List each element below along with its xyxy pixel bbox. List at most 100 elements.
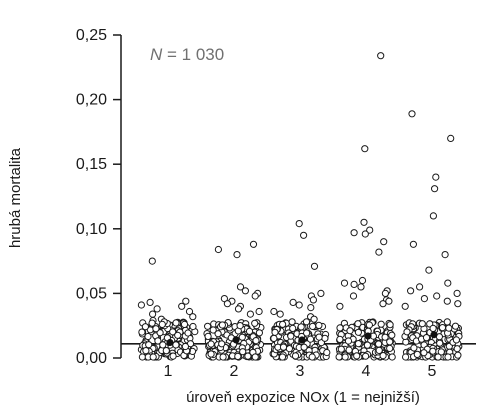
data-point <box>271 328 279 336</box>
data-point <box>148 319 156 327</box>
data-point <box>278 353 287 361</box>
data-point <box>377 320 385 328</box>
data-point <box>207 340 215 348</box>
y-tick-label: 0,15 <box>76 156 107 173</box>
data-point <box>185 307 194 316</box>
data-point <box>279 320 287 328</box>
data-point <box>252 337 260 345</box>
data-point <box>239 348 247 356</box>
data-point <box>362 352 370 360</box>
data-point <box>141 323 149 331</box>
data-point <box>420 295 428 303</box>
data-point <box>276 310 284 318</box>
data-point <box>137 301 145 309</box>
data-point <box>181 342 189 351</box>
data-point <box>354 340 362 348</box>
data-point <box>244 352 252 360</box>
data-point <box>433 292 441 300</box>
data-point <box>363 341 371 349</box>
data-point <box>357 283 365 291</box>
x-tick-label: 3 <box>296 363 305 380</box>
data-point <box>413 350 421 358</box>
data-point <box>189 322 197 331</box>
data-point <box>431 185 439 193</box>
data-point <box>336 324 344 332</box>
data-point <box>381 289 389 297</box>
data-point <box>295 301 303 309</box>
data-point <box>214 245 222 254</box>
data-point <box>309 296 317 304</box>
data-points <box>137 52 463 361</box>
data-point <box>375 248 383 256</box>
data-point <box>182 297 190 305</box>
data-point <box>416 283 424 291</box>
data-point <box>223 300 231 308</box>
data-point <box>366 226 374 234</box>
data-point <box>454 351 462 359</box>
annotation-n-symbol: N <box>150 45 163 64</box>
mean-point <box>298 336 306 344</box>
data-point <box>245 327 254 335</box>
data-point <box>149 353 157 361</box>
data-point <box>346 327 354 335</box>
data-point <box>255 307 263 316</box>
data-point <box>408 110 416 118</box>
data-point <box>295 220 303 228</box>
data-point <box>341 353 349 361</box>
data-point <box>354 320 362 328</box>
data-point <box>251 292 259 300</box>
mean-point <box>430 331 438 339</box>
data-point <box>289 298 297 306</box>
data-point <box>159 341 167 349</box>
data-point <box>169 352 177 360</box>
data-point <box>153 305 161 313</box>
data-point <box>270 334 278 342</box>
data-point <box>444 353 452 361</box>
data-point <box>174 331 182 339</box>
data-point <box>236 322 244 330</box>
data-point <box>204 332 212 340</box>
data-point <box>454 300 462 308</box>
data-point <box>375 340 383 348</box>
data-point <box>142 347 150 355</box>
data-point <box>380 238 388 246</box>
data-point <box>148 257 156 265</box>
data-point <box>388 331 396 339</box>
data-point <box>158 320 166 328</box>
data-point <box>429 212 437 220</box>
data-point <box>350 280 358 288</box>
data-point <box>238 333 246 341</box>
data-point <box>218 321 226 329</box>
annotation-n-value: = 1 030 <box>162 45 224 64</box>
data-point <box>386 338 394 346</box>
data-point <box>302 318 311 326</box>
mean-point <box>166 338 174 347</box>
data-point <box>234 305 243 313</box>
x-tick-label: 1 <box>164 363 173 380</box>
data-point <box>138 353 146 361</box>
data-point <box>172 341 180 349</box>
data-point <box>154 337 162 345</box>
data-point <box>434 353 442 361</box>
data-point <box>251 319 259 327</box>
data-point <box>418 320 426 328</box>
x-ticks: 1 2 3 4 5 <box>164 363 437 380</box>
data-point <box>152 325 160 333</box>
data-point <box>349 292 358 300</box>
data-point <box>209 326 217 334</box>
data-point <box>233 251 241 259</box>
data-point <box>218 340 226 348</box>
data-point <box>335 353 343 361</box>
data-point <box>386 344 394 352</box>
y-axis-label: hrubá mortalita <box>7 147 24 248</box>
data-point <box>429 347 437 355</box>
x-tick-label: 4 <box>362 363 371 380</box>
data-point <box>288 318 296 326</box>
data-point <box>323 348 331 357</box>
data-point <box>337 345 345 353</box>
data-point <box>303 329 311 337</box>
mean-point <box>232 336 240 344</box>
data-point <box>156 329 164 337</box>
data-point <box>353 352 361 360</box>
